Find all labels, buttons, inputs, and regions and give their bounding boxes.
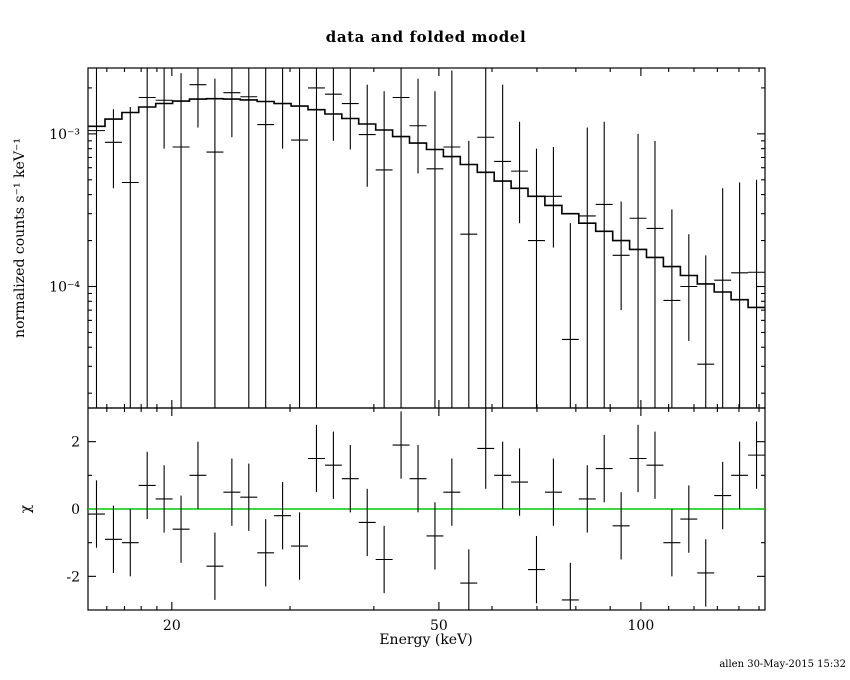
- axis-ticks: [88, 68, 765, 610]
- y-axis-label-top: normalized counts s⁻¹ keV⁻¹: [12, 138, 28, 338]
- x-axis-label: Energy (keV): [379, 632, 472, 648]
- svg-text:20: 20: [163, 618, 181, 634]
- svg-text:50: 50: [430, 618, 448, 634]
- data-points-top: [88, 68, 765, 408]
- timestamp-label: allen 30-May-2015 15:32: [719, 659, 846, 670]
- y-axis-label-chi: χ: [18, 504, 34, 513]
- plot-title: data and folded model: [326, 28, 527, 46]
- svg-text:10⁻³: 10⁻³: [49, 127, 80, 143]
- svg-text:0: 0: [71, 502, 80, 518]
- svg-text:-2: -2: [66, 569, 80, 585]
- model-line: [88, 97, 765, 309]
- svg-text:2: 2: [71, 435, 80, 451]
- data-points-chi: [88, 408, 765, 610]
- svg-text:10⁻⁴: 10⁻⁴: [49, 280, 80, 296]
- svg-text:100: 100: [628, 618, 655, 634]
